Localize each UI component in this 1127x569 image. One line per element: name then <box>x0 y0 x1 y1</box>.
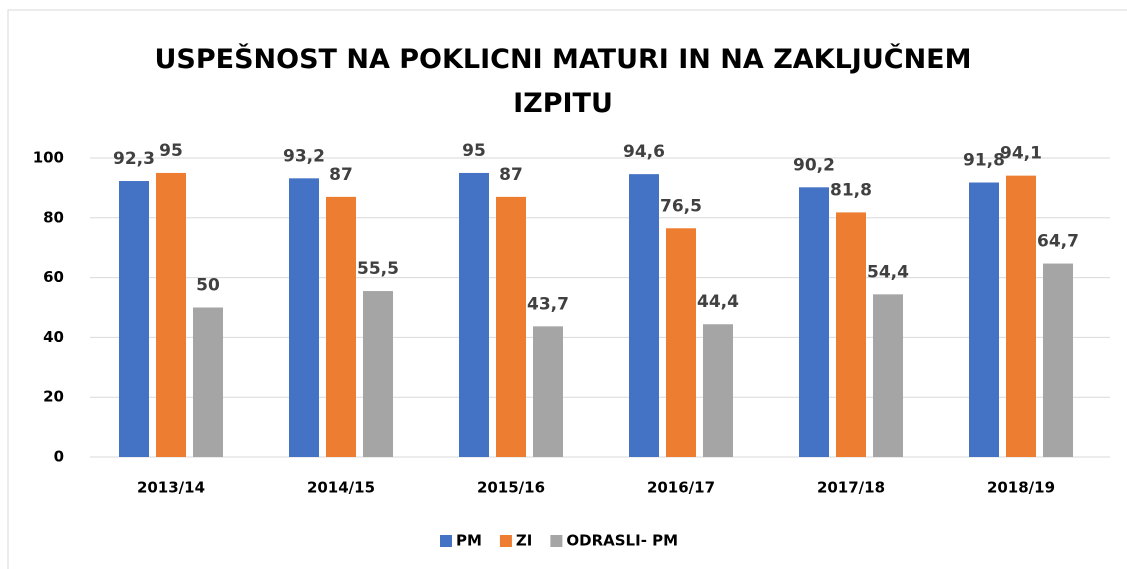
y-tick-label: 20 <box>43 388 64 406</box>
legend-label: ZI <box>516 532 532 550</box>
data-label: 50 <box>196 276 220 296</box>
bar <box>1043 263 1073 457</box>
data-label: 44,4 <box>697 292 739 312</box>
x-tick-label: 2016/17 <box>647 479 715 497</box>
bar <box>666 228 696 457</box>
data-label: 94,6 <box>623 142 665 162</box>
data-label: 95 <box>462 141 486 161</box>
data-label: 43,7 <box>527 294 569 314</box>
y-tick-label: 0 <box>54 448 64 466</box>
data-label: 95 <box>159 141 183 161</box>
bar <box>969 182 999 457</box>
bar <box>289 178 319 457</box>
bar <box>363 291 393 457</box>
bar <box>703 324 733 457</box>
bar <box>873 294 903 457</box>
x-tick-label: 2018/19 <box>987 479 1055 497</box>
bar <box>119 181 149 457</box>
x-tick-label: 2015/16 <box>477 479 545 497</box>
bar <box>836 212 866 457</box>
bar <box>629 174 659 457</box>
bar <box>799 187 829 457</box>
legend-swatch <box>550 535 563 547</box>
chart-border <box>7 9 1127 569</box>
data-label: 94,1 <box>1000 144 1042 164</box>
data-label: 90,2 <box>793 155 835 175</box>
data-label: 87 <box>499 165 523 185</box>
data-label: 91,8 <box>963 151 1005 171</box>
bar <box>326 196 356 457</box>
data-label: 64,7 <box>1037 232 1079 252</box>
bar <box>496 196 526 457</box>
legend-swatch <box>440 535 452 547</box>
bar <box>156 172 186 457</box>
x-tick-label: 2014/15 <box>307 479 375 497</box>
bar <box>193 307 223 457</box>
data-label: 76,5 <box>660 196 702 216</box>
data-label: 81,8 <box>830 180 872 200</box>
bar <box>1006 175 1036 458</box>
legend-label: PM <box>456 532 482 550</box>
y-tick-label: 60 <box>43 268 64 286</box>
data-label: 55,5 <box>357 259 399 279</box>
y-tick-label: 80 <box>43 208 64 226</box>
y-tick-label: 100 <box>33 149 64 167</box>
y-tick-label: 40 <box>43 328 64 346</box>
data-label: 93,2 <box>283 146 325 166</box>
data-label: 87 <box>329 165 353 185</box>
bar <box>459 172 489 457</box>
chart-title: USPEŠNOST NA POKLICNI MATURI IN NA ZAKLJ… <box>154 44 972 119</box>
data-label: 92,3 <box>113 149 155 169</box>
x-tick-label: 2013/14 <box>137 479 205 497</box>
data-label: 54,4 <box>867 262 909 282</box>
legend-swatch <box>499 535 512 547</box>
bar <box>533 326 563 457</box>
x-tick-label: 2017/18 <box>817 479 885 497</box>
legend-label: ODRASLI- PM <box>566 532 678 550</box>
